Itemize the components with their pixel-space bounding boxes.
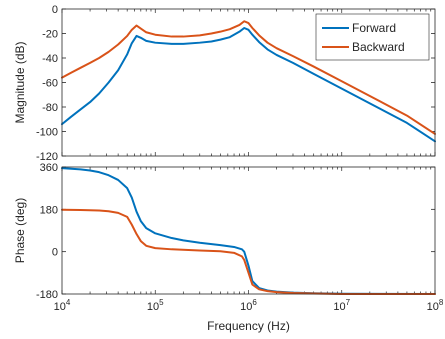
phase-lines [61,167,436,295]
phase-y-tick-label: 180 [40,204,58,216]
magnitude-y-tick-label: -40 [42,53,58,65]
legend[interactable]: Forward Backward [315,13,430,61]
phase-y-tick-label: -180 [36,289,58,301]
legend-box [315,13,430,61]
phase-axes-box [61,166,436,295]
legend-label-forward: Forward [352,21,396,35]
frequency-x-axis-label: Frequency (Hz) [207,319,290,333]
magnitude-y-tick-label: 0 [52,4,58,16]
phase-series-backward-line [61,208,436,295]
phase-x-tick-labels: 104 105 106 107 108 [54,298,444,313]
x-tick-label: 108 [427,298,444,313]
x-tick-label: 106 [240,298,257,313]
x-tick-label: 107 [333,298,350,313]
phase-y-ticks: 360 180 0 -180 [36,162,435,301]
x-tick-label: 105 [147,298,164,313]
magnitude-y-tick-label: -60 [42,78,58,90]
phase-y-tick-label: 360 [40,162,58,174]
magnitude-y-ticks: 0 -20 -40 -60 -80 -100 -120 [36,4,435,163]
magnitude-y-tick-label: -80 [42,102,58,114]
phase-y-axis-label: Phase (deg) [13,198,27,263]
x-tick-label: 104 [54,298,71,313]
magnitude-y-tick-label: -100 [36,127,58,139]
magnitude-lines [61,20,436,143]
magnitude-series-backward-line [61,20,436,135]
phase-y-tick-label: 0 [52,247,58,259]
magnitude-y-tick-label: -20 [42,29,58,41]
magnitude-series-forward-line [61,26,436,143]
magnitude-panel: 0 -20 -40 -60 -80 -100 -120 Magnitude (dB) For… [13,4,436,163]
magnitude-y-axis-label: Magnitude (dB) [13,41,27,123]
legend-label-backward: Backward [352,40,405,54]
magnitude-axes-box [61,8,436,157]
magnitude-y-tick-label: -120 [36,151,58,163]
